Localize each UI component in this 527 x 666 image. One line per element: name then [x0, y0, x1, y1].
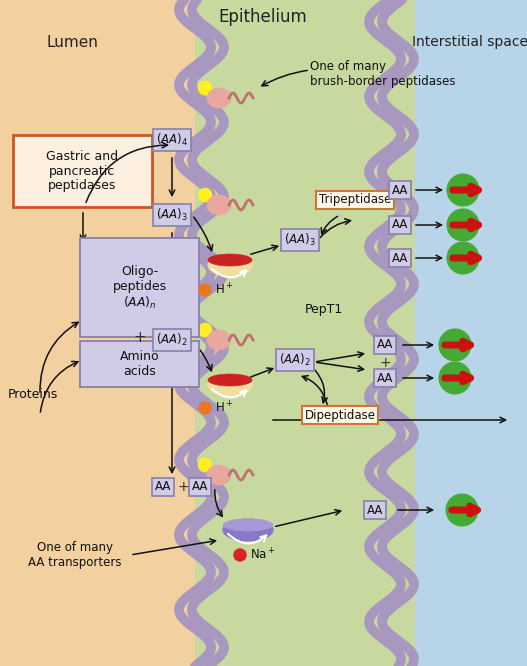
Circle shape — [199, 402, 211, 414]
Circle shape — [198, 323, 212, 337]
Text: +: + — [177, 480, 189, 494]
Text: AA: AA — [392, 252, 408, 264]
Circle shape — [446, 494, 478, 526]
Ellipse shape — [207, 195, 231, 215]
Circle shape — [198, 81, 212, 95]
Text: AA: AA — [367, 503, 383, 517]
Text: PepT1: PepT1 — [305, 304, 343, 316]
Ellipse shape — [223, 519, 273, 531]
Circle shape — [447, 209, 479, 241]
Circle shape — [447, 242, 479, 274]
Text: H$^+$: H$^+$ — [215, 282, 233, 298]
Ellipse shape — [207, 330, 231, 350]
FancyArrowPatch shape — [453, 186, 479, 194]
Text: +: + — [134, 330, 147, 346]
Ellipse shape — [207, 465, 231, 485]
Text: One of many
brush-border peptidases: One of many brush-border peptidases — [310, 60, 455, 88]
Text: AA: AA — [192, 480, 208, 494]
Text: $(AA)_3$: $(AA)_3$ — [284, 232, 316, 248]
Circle shape — [447, 174, 479, 206]
Circle shape — [198, 188, 212, 202]
Text: Lumen: Lumen — [46, 35, 98, 50]
Text: One of many
AA transporters: One of many AA transporters — [28, 541, 122, 569]
Text: AA: AA — [377, 372, 393, 384]
Polygon shape — [0, 0, 195, 666]
Polygon shape — [195, 0, 415, 666]
FancyBboxPatch shape — [80, 341, 199, 387]
Ellipse shape — [207, 88, 231, 108]
FancyBboxPatch shape — [80, 238, 199, 337]
Text: Tripeptidase: Tripeptidase — [319, 194, 391, 206]
FancyArrowPatch shape — [452, 506, 477, 514]
Text: $(AA)_3$: $(AA)_3$ — [156, 207, 188, 223]
Circle shape — [234, 549, 246, 561]
Text: Epithelium: Epithelium — [219, 8, 307, 26]
Text: +: + — [379, 356, 391, 370]
Text: AA: AA — [377, 338, 393, 352]
Circle shape — [439, 362, 471, 394]
Text: AA: AA — [155, 480, 171, 494]
Text: Gastric and
pancreatic
peptidases: Gastric and pancreatic peptidases — [46, 149, 118, 192]
Text: Oligo-
peptides
$(AA)_n$: Oligo- peptides $(AA)_n$ — [113, 265, 167, 311]
Ellipse shape — [208, 374, 252, 396]
Text: Proteins: Proteins — [8, 388, 58, 402]
FancyArrowPatch shape — [445, 341, 471, 349]
Text: $(AA)_2$: $(AA)_2$ — [279, 352, 311, 368]
Text: Amino
acids: Amino acids — [120, 350, 160, 378]
Ellipse shape — [208, 254, 252, 276]
Ellipse shape — [208, 374, 252, 386]
FancyArrowPatch shape — [453, 254, 479, 262]
Ellipse shape — [223, 519, 273, 541]
FancyArrowPatch shape — [453, 221, 479, 229]
Text: $(AA)_2$: $(AA)_2$ — [156, 332, 188, 348]
Text: $(AA)_4$: $(AA)_4$ — [156, 132, 188, 148]
Text: H$^+$: H$^+$ — [215, 400, 233, 416]
Text: AA: AA — [392, 184, 408, 196]
FancyArrowPatch shape — [445, 374, 471, 382]
Circle shape — [439, 329, 471, 361]
Text: Interstitial space: Interstitial space — [412, 35, 527, 49]
Polygon shape — [415, 0, 527, 666]
Ellipse shape — [208, 254, 252, 266]
FancyBboxPatch shape — [13, 135, 152, 207]
Circle shape — [198, 458, 212, 472]
Text: Na$^+$: Na$^+$ — [250, 547, 276, 563]
Circle shape — [199, 284, 211, 296]
Text: AA: AA — [392, 218, 408, 232]
Text: Dipeptidase: Dipeptidase — [305, 408, 376, 422]
